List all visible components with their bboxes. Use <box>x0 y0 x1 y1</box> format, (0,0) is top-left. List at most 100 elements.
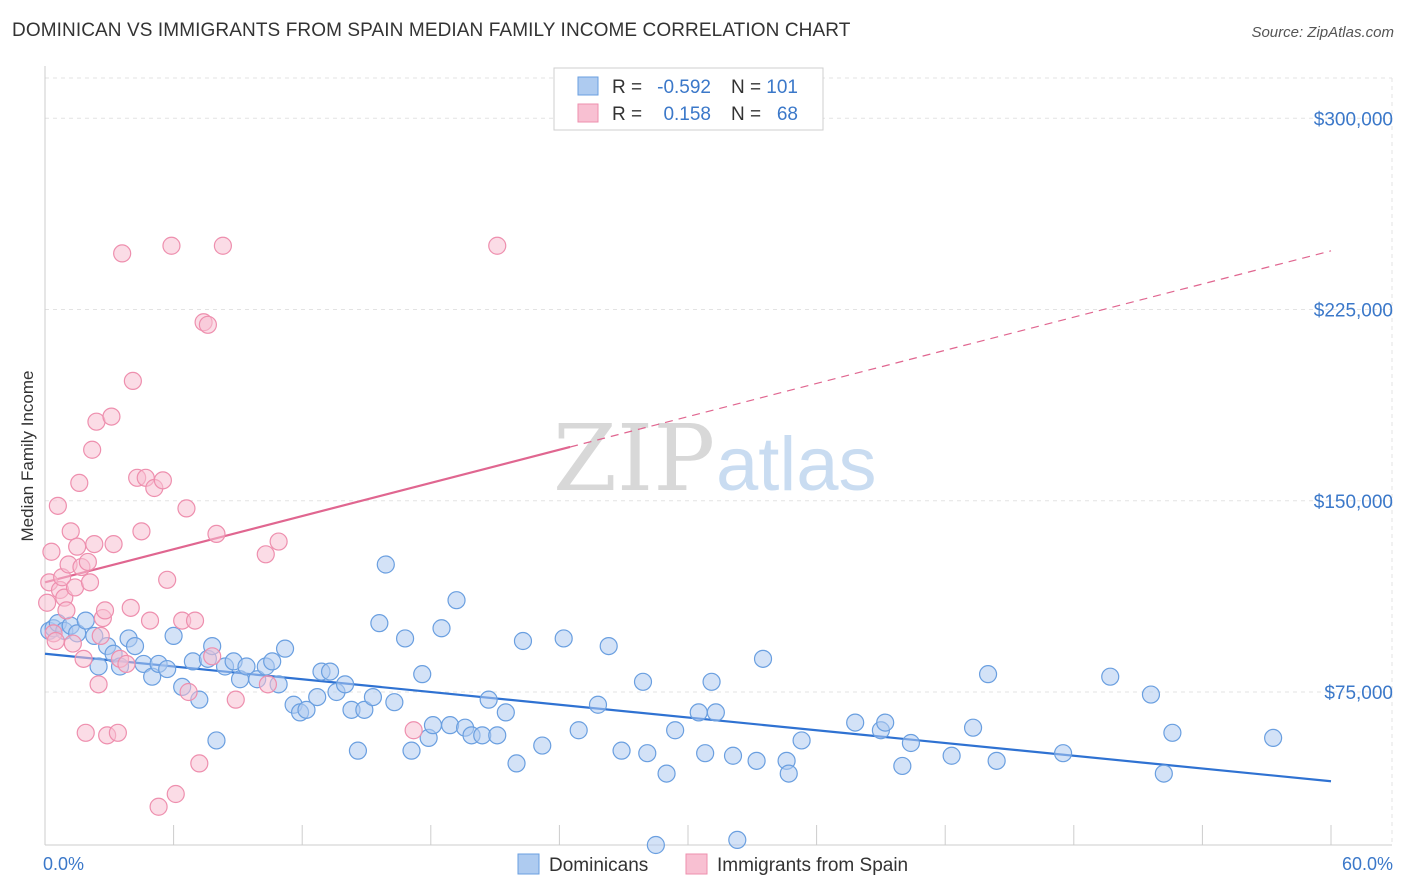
dominicans-point <box>779 764 798 783</box>
spain-point <box>61 522 80 541</box>
dominicans-point <box>423 716 443 735</box>
dominicans-point <box>385 693 404 712</box>
watermark-atlas: atlas <box>716 422 877 507</box>
dominicans-point <box>348 741 368 760</box>
spain-point <box>42 542 61 561</box>
dominicans-point <box>447 591 466 610</box>
spain-point <box>179 682 198 702</box>
dominicans-point <box>728 830 747 850</box>
x-tick-labels: 0.0% 60.0% <box>43 854 1393 874</box>
spain-point <box>78 552 97 572</box>
axes <box>44 66 1392 846</box>
legend-box <box>553 67 824 131</box>
dominicans-point <box>987 751 1006 770</box>
spain-point <box>140 611 160 630</box>
y-tick-label: $75,000 <box>1324 683 1393 704</box>
spain-point <box>89 675 108 694</box>
dominicans-point <box>633 672 653 691</box>
x-tick-label: 60.0% <box>1342 854 1393 874</box>
spain-point <box>63 634 82 653</box>
spain-point <box>404 721 423 740</box>
spain-point <box>70 473 89 492</box>
source-label: Source: ZipAtlas.com <box>1251 24 1394 41</box>
legend-swatch-spain <box>577 103 599 123</box>
spain-point <box>162 236 181 255</box>
dominicans-point <box>696 744 715 763</box>
dominicans-point <box>164 626 183 646</box>
dominicans-point <box>753 649 773 668</box>
dominicans-point <box>747 751 766 770</box>
spain-point <box>256 545 275 564</box>
spain-point <box>38 593 57 612</box>
dominicans-points <box>40 555 1283 855</box>
trend-line-dashed <box>569 250 1332 448</box>
dominicans-point <box>612 741 631 760</box>
spain-point <box>76 723 95 742</box>
spain-point <box>258 675 278 694</box>
dominicans-point <box>440 716 460 735</box>
bottom-legend-swatch-dominicans <box>517 853 540 875</box>
dominicans-point <box>588 695 608 714</box>
trend-line-solid <box>44 445 571 584</box>
spain-point <box>74 649 93 668</box>
dominicans-point <box>1141 685 1161 704</box>
legend-r-label-2: R = <box>612 104 642 125</box>
correlation-legend: R = -0.592 N = 101 R = 0.158 N = 68 <box>553 67 824 131</box>
dominicans-point <box>978 665 998 684</box>
y-axis-label: Median Family Income <box>18 370 37 541</box>
spain-point <box>104 534 123 554</box>
y-tick-label: $150,000 <box>1314 492 1393 513</box>
dominicans-point <box>432 619 451 638</box>
dominicans-point <box>569 721 588 740</box>
dominicans-point <box>702 672 721 691</box>
dominicans-point <box>846 713 865 732</box>
dominicans-point <box>237 657 256 676</box>
spain-point <box>203 647 222 666</box>
spain-point <box>153 471 172 490</box>
y-tick-label: $225,000 <box>1314 301 1393 322</box>
legend-n-value-1: 101 <box>766 77 798 98</box>
legend-swatch-dominicans <box>577 76 599 96</box>
spain-point <box>113 244 132 263</box>
spain-point <box>149 797 168 816</box>
spain-point <box>102 407 121 426</box>
legend-n-value-2: 68 <box>777 104 798 125</box>
spain-point <box>177 499 196 518</box>
series-legend: Dominicans Immigrants from Spain <box>517 853 908 876</box>
bottom-legend-swatch-spain <box>685 853 708 875</box>
chart-title: DOMINICAN VS IMMIGRANTS FROM SPAIN MEDIA… <box>12 20 851 41</box>
dominicans-point <box>488 726 507 745</box>
dominicans-point <box>638 744 657 763</box>
dominicans-point <box>158 659 177 679</box>
dominicans-point <box>792 731 811 750</box>
dominicans-point <box>395 629 415 648</box>
dominicans-point <box>1101 667 1120 686</box>
dominicans-point <box>893 756 912 776</box>
x-tick-label: 0.0% <box>43 854 84 874</box>
dominicans-point <box>876 713 895 732</box>
dominicans-point <box>370 614 389 633</box>
dominicans-point <box>723 746 743 765</box>
watermark: ZIP atlas <box>553 405 877 512</box>
dominicans-point <box>479 690 498 709</box>
bottom-legend-label-spain: Immigrants from Spain <box>717 855 908 876</box>
dominicans-point <box>942 746 961 765</box>
dominicans-point <box>706 703 725 722</box>
bottom-legend-label-dominicans: Dominicans <box>549 855 648 876</box>
spain-point <box>190 754 209 773</box>
dominicans-point <box>666 721 685 740</box>
spain-point <box>48 496 67 515</box>
dominicans-point <box>183 652 202 671</box>
spain-point <box>123 371 142 390</box>
spain-point <box>269 532 288 551</box>
spain-point <box>117 654 136 674</box>
dominicans-point <box>207 731 226 750</box>
dominicans-point <box>355 700 374 719</box>
spain-point <box>213 236 232 255</box>
dominicans-point <box>275 639 295 658</box>
spain-points <box>38 236 507 816</box>
legend-r-value-2: 0.158 <box>663 104 711 125</box>
dominicans-point <box>496 703 515 722</box>
watermark-zip: ZIP <box>553 405 715 512</box>
dominicans-point <box>689 703 708 722</box>
